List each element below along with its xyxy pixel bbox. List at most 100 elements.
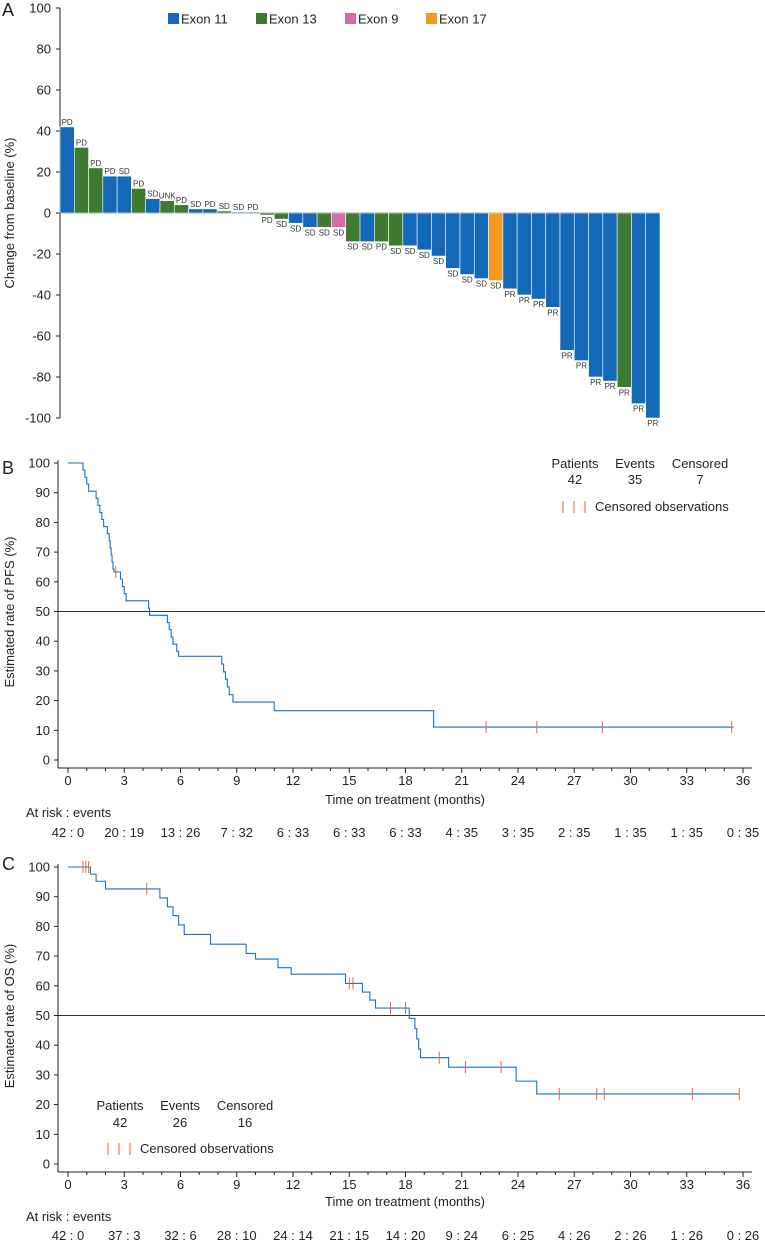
x-tick-label: 12 [286, 1177, 300, 1192]
y-tick-label: -40 [32, 288, 51, 303]
bar-response-label: SD [347, 243, 358, 252]
waterfall-chart: A Exon 11 Exon 13 Exon 9 Exon 17 Change fro… [2, 0, 661, 428]
bar [645, 212, 661, 419]
bar-response-label: PR [547, 308, 558, 317]
x-tick-label: 6 [177, 773, 184, 788]
risk-table-cell: 42 : 0 [52, 825, 85, 840]
bar-response-label: SD [119, 167, 130, 176]
bar [231, 211, 247, 214]
y-tick-label: 0 [43, 753, 50, 768]
bar [616, 212, 632, 388]
summary-value-censored: 16 [238, 1115, 252, 1130]
y-tick-label: 50 [36, 604, 50, 619]
bar [331, 212, 347, 228]
risk-table-cell: 1 : 35 [614, 825, 647, 840]
y-tick-label: 90 [36, 889, 50, 904]
y-tick-label: 0 [43, 1157, 50, 1172]
bar [488, 212, 504, 281]
bar [359, 212, 375, 243]
legend-label-exon17: Exon 17 [439, 12, 487, 27]
bar [459, 212, 475, 275]
y-tick-label: 50 [36, 1008, 50, 1023]
risk-table-cell: 6 : 33 [333, 825, 366, 840]
censor-legend-label: Censored observations [140, 1141, 274, 1156]
x-tick-label: 24 [511, 773, 525, 788]
x-tick-label: 9 [233, 773, 240, 788]
summary-header-censored: Censored [672, 456, 728, 471]
risk-table: 42 : 0 37 : 3 32 : 6 28 : 10 24 : 14 21 : 15 1… [52, 1228, 760, 1241]
risk-table-cell: 1 : 26 [670, 1228, 703, 1241]
x-tick-label: 12 [286, 773, 300, 788]
y-tick-label: 100 [29, 1, 51, 16]
x-tick-label: 36 [736, 1177, 750, 1192]
y-tick-label: 60 [36, 978, 50, 993]
bar-response-label: PD [76, 138, 87, 147]
y-tick-label: 40 [36, 634, 50, 649]
bar [602, 212, 618, 382]
y-tick-label: 60 [37, 83, 51, 98]
y-tick-label: -80 [32, 370, 51, 385]
bar-response-label: SD [447, 269, 458, 278]
legend-swatch-exon11 [168, 13, 179, 24]
bar-response-label: PR [619, 388, 630, 397]
bar-response-label: PR [647, 419, 658, 428]
x-tick-label: 3 [121, 1177, 128, 1192]
y-tick-label: 20 [36, 693, 50, 708]
bar [373, 212, 389, 243]
y-tick-label: 100 [28, 860, 50, 875]
y-tick-label: 30 [36, 1067, 50, 1082]
bar [473, 212, 489, 279]
bar-response-label: SD [190, 200, 201, 209]
x-tick-label: 0 [64, 773, 71, 788]
censor-legend-marks [562, 501, 586, 513]
bar-response-label: PD [90, 159, 101, 168]
bar-response-label: PR [604, 382, 615, 391]
survival-curve [68, 462, 734, 728]
bar-response-label: SD [304, 228, 315, 237]
bar-response-label: PD [376, 243, 387, 252]
y-tick-label: 80 [36, 515, 50, 530]
y-tick-label: 100 [28, 456, 50, 471]
risk-table-cell: 13 : 26 [161, 825, 201, 840]
risk-table-title: At risk : events [26, 1209, 112, 1224]
risk-table-cell: 2 : 35 [558, 825, 591, 840]
risk-table-cell: 42 : 0 [52, 1228, 85, 1241]
bar-response-label: SD [419, 251, 430, 260]
bar [302, 212, 318, 228]
summary-header-patients: Patients [97, 1098, 144, 1113]
y-tick-label: -20 [32, 247, 51, 262]
x-tick-label: 21 [455, 773, 469, 788]
bar-response-label: PR [519, 296, 530, 305]
legend-swatch-exon9 [345, 13, 356, 24]
y-tick-label: 10 [36, 723, 50, 738]
x-tick-label: 21 [455, 1177, 469, 1192]
censor-legend-label: Censored observations [595, 499, 729, 514]
plot-area [58, 462, 765, 734]
risk-table-cell: 28 : 10 [217, 1228, 257, 1241]
survival-curve [68, 866, 740, 1095]
bar-response-label: SD [490, 282, 501, 291]
y-tick-label: 70 [36, 545, 50, 560]
summary-header-events: Events [160, 1098, 200, 1113]
bar [402, 212, 418, 247]
legend-swatch-exon17 [426, 13, 437, 24]
bar-response-label: SD [233, 203, 244, 212]
risk-table-cell: 0 : 26 [727, 1228, 760, 1241]
summary-header-events: Events [615, 456, 655, 471]
bar-response-label: PD [247, 203, 258, 212]
bar [116, 175, 132, 214]
summary-header-censored: Censored [217, 1098, 273, 1113]
bar [516, 212, 532, 296]
risk-table-cell: 20 : 19 [104, 825, 144, 840]
bar-response-label: PR [633, 405, 644, 414]
bar [416, 212, 432, 251]
censor-legend-marks [107, 1143, 131, 1155]
risk-table-cell: 32 : 6 [164, 1228, 197, 1241]
panel-label-a: A [2, 0, 14, 20]
y-tick-label: 70 [36, 949, 50, 964]
bar-response-label: PR [533, 300, 544, 309]
y-tick-label: -100 [25, 411, 51, 426]
